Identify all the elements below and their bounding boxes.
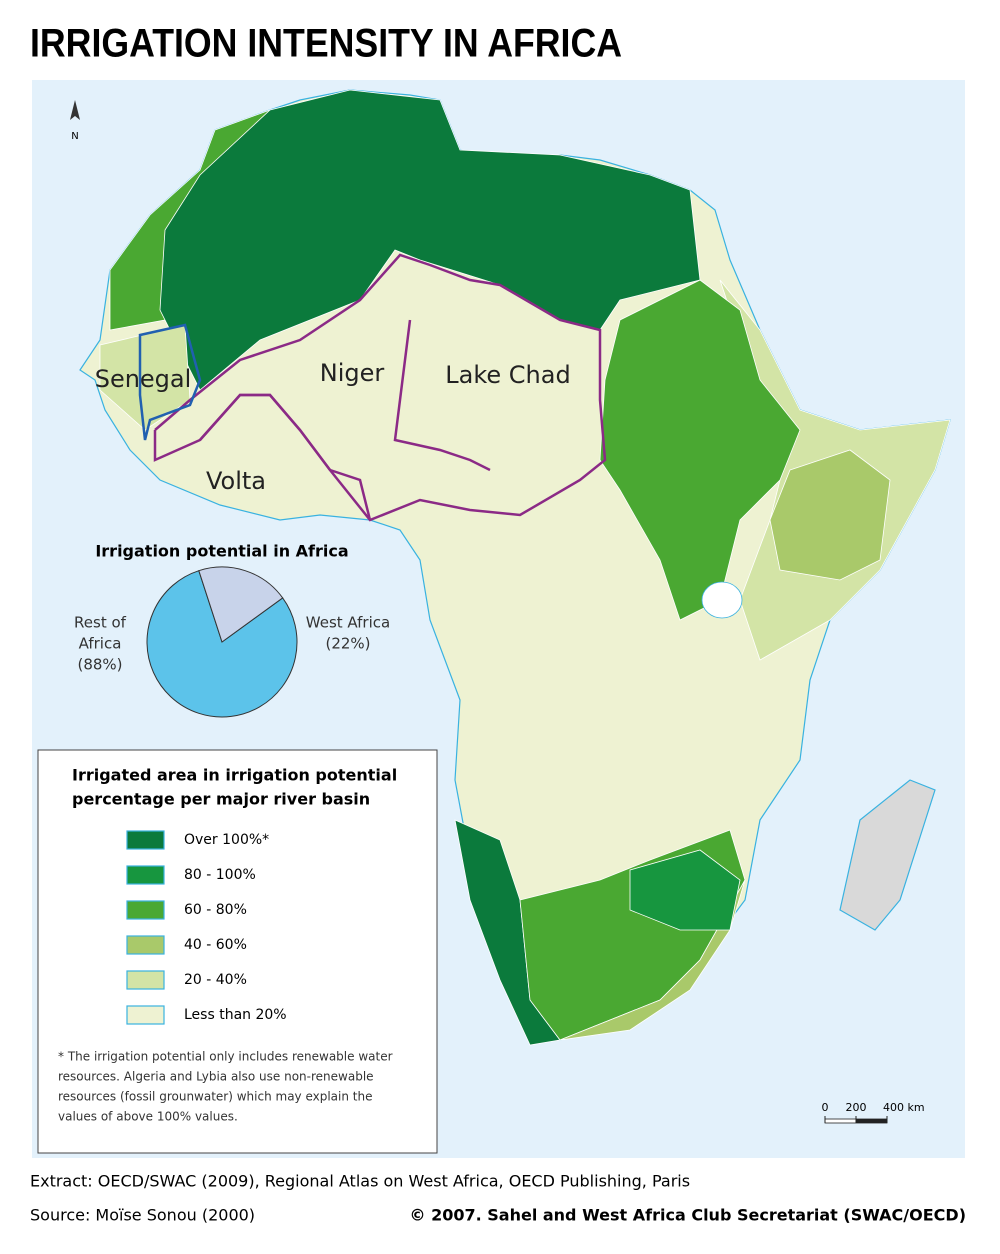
basin-label: Niger	[320, 359, 385, 387]
basin-label: Lake Chad	[445, 361, 570, 389]
legend-label: Less than 20%	[184, 1007, 287, 1023]
pie-value-label: (22%)	[325, 635, 370, 653]
senegal-basin	[138, 323, 202, 441]
africa-map	[79, 89, 951, 1046]
basin-label: Volta	[206, 467, 266, 495]
legend-swatch	[126, 935, 165, 955]
legend-footnote: resources (fossil grounwater) which may …	[58, 1090, 372, 1104]
volta-basin	[199, 393, 372, 521]
region-south-coast	[559, 879, 746, 1041]
footer-copyright: © 2007. Sahel and West Africa Club Secre…	[410, 1206, 967, 1225]
chad-basin	[393, 319, 491, 472]
pie-label: Africa	[79, 635, 122, 653]
scale-label: 0	[822, 1101, 829, 1114]
footer-source: Source: Moïse Sonou (2000)	[30, 1206, 255, 1225]
legend-label: 80 - 100%	[184, 867, 256, 883]
scale-bar-half	[856, 1119, 887, 1123]
madagascar	[839, 779, 936, 931]
legend-title: Irrigated area in irrigation potential	[72, 766, 397, 785]
north-label: N	[71, 131, 78, 142]
legend-swatch	[126, 1005, 165, 1025]
legend-title: percentage per major river basin	[72, 790, 370, 809]
pie-value-label: (88%)	[77, 656, 122, 674]
pie-title: Irrigation potential in Africa	[95, 542, 348, 561]
basin-label: Senegal	[95, 365, 192, 393]
title: IRRIGATION INTENSITY IN AFRICA	[30, 22, 622, 66]
legend-footnote: values of above 100% values.	[58, 1110, 238, 1124]
north-arrow	[70, 100, 80, 120]
scale-label: 200	[846, 1101, 867, 1114]
region-south-center	[629, 849, 741, 931]
legend-label: Over 100%*	[184, 832, 269, 848]
footer-extract: Extract: OECD/SWAC (2009), Regional Atla…	[30, 1172, 690, 1191]
scale-label: 400 km	[883, 1101, 925, 1114]
pie-slice	[198, 566, 284, 643]
legend-swatch	[126, 865, 165, 885]
pie-label: West Africa	[306, 614, 390, 632]
basin-outlines	[153, 253, 607, 522]
legend-box	[37, 749, 438, 1154]
region-north	[159, 89, 701, 391]
legend-swatch	[126, 970, 165, 990]
legend-footnote: resources. Algeria and Lybia also use no…	[58, 1070, 374, 1084]
pie-slice	[146, 570, 298, 718]
legend-swatch	[126, 900, 165, 920]
legend-label: 40 - 60%	[184, 937, 247, 953]
region-nile	[599, 279, 801, 621]
legend-label: 60 - 80%	[184, 902, 247, 918]
legend-swatch	[126, 830, 165, 850]
pie-label: Rest of	[74, 614, 127, 632]
legend-footnote: * The irrigation potential only includes…	[58, 1050, 393, 1064]
region-ethiopia	[769, 449, 891, 581]
legend-label: 20 - 40%	[184, 972, 247, 988]
lake-victoria	[701, 581, 743, 619]
